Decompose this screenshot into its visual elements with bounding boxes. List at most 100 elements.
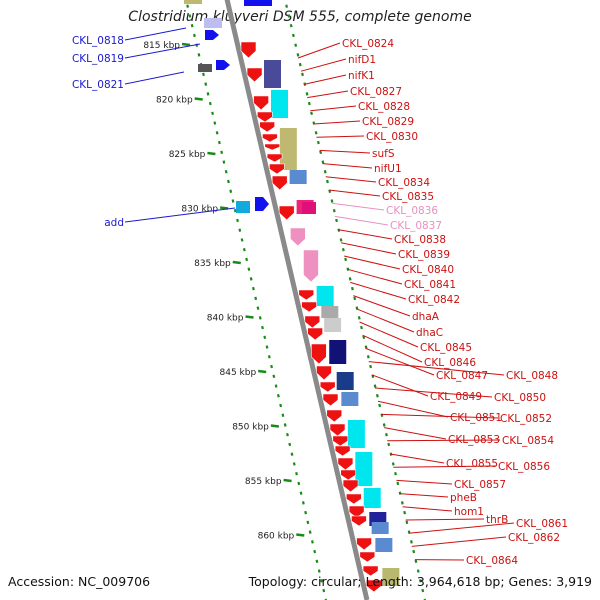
- gene-arrow: [257, 111, 273, 123]
- leader-line: [310, 105, 357, 112]
- backbone-track: [224, 0, 370, 600]
- scale-tick: [181, 42, 191, 47]
- leader-line: [365, 347, 435, 376]
- leader-line: [362, 334, 423, 363]
- gene-label-ckl-0857: CKL_0857: [454, 479, 506, 491]
- gene-label-ckl-0848: CKL_0848: [506, 370, 558, 382]
- leader-line: [325, 176, 377, 183]
- cog-block: [264, 60, 281, 88]
- backbone-line: [224, 0, 370, 600]
- scale-tick: [219, 206, 229, 210]
- leader-line: [297, 42, 341, 59]
- genome-stats-text: Topology: circular; Length: 3,964,618 bp…: [248, 574, 592, 589]
- cog-block: [324, 318, 342, 332]
- gene-label-ckl-0851: CKL_0851: [450, 412, 502, 424]
- gene-block: [244, 0, 272, 6]
- leader-line: [390, 453, 445, 464]
- cog-block: [355, 452, 373, 486]
- leader-line: [408, 522, 515, 534]
- gene-block: [198, 64, 212, 72]
- gene-block: [184, 0, 202, 4]
- scale-tick-label: 860 kbp: [258, 532, 295, 542]
- leader-line: [350, 281, 407, 300]
- leader-line: [304, 74, 347, 85]
- gene-label-ckl-0840: CKL_0840: [402, 264, 454, 276]
- gene-label-ckl-0850: CKL_0850: [494, 392, 546, 404]
- accession-text: Accession: NC_009706: [8, 574, 151, 589]
- leader-line: [393, 465, 497, 468]
- scale-tick-label: 855 kbp: [245, 477, 282, 487]
- leader-line: [344, 255, 401, 270]
- gene-arrow: [340, 469, 357, 481]
- leader-line: [411, 536, 507, 547]
- scale-tick-label: 840 kbp: [207, 314, 244, 324]
- leader-line: [340, 242, 397, 255]
- gene-arrow: [278, 205, 295, 221]
- gene-label-ckl-0834: CKL_0834: [378, 177, 430, 189]
- cog-block: [329, 340, 347, 364]
- gene-label-ckl-0835: CKL_0835: [382, 191, 434, 203]
- gene-arrow: [319, 381, 336, 393]
- leader-line: [316, 135, 365, 138]
- gene-label-ckl-0837: CKL_0837: [390, 220, 442, 232]
- gene-label-ckl-0838: CKL_0838: [394, 234, 446, 246]
- scale-tick: [207, 151, 216, 156]
- gene-arrow: [271, 175, 288, 191]
- leader-line: [347, 268, 403, 285]
- scale-tick: [258, 369, 267, 374]
- scale-tick-label: 820 kbp: [156, 96, 193, 106]
- gene-arrow: [332, 435, 349, 447]
- gene-label-ckl-0861: CKL_0861: [516, 518, 568, 530]
- gene-label-ckl-0821: CKL_0821: [72, 79, 124, 91]
- gene-arrow: [351, 515, 367, 527]
- leader-line: [405, 518, 485, 521]
- gene-block: [204, 18, 222, 28]
- leader-line: [307, 90, 349, 99]
- leader-line: [124, 71, 185, 85]
- gene-arrow: [307, 327, 323, 341]
- gene-arrow: [362, 565, 379, 577]
- cog-block: [279, 128, 297, 170]
- gene-label-thrb: thrB: [486, 514, 508, 526]
- leader-line: [374, 387, 493, 398]
- cog-block: [347, 420, 365, 448]
- scale-tick: [283, 478, 292, 483]
- gene-label-ckl-0841: CKL_0841: [404, 279, 456, 291]
- cog-block: [316, 286, 334, 306]
- gene-arrow: [303, 249, 319, 283]
- gene-arrow: [304, 315, 321, 329]
- leader-line: [381, 413, 499, 419]
- gene-label-ckl-0862: CKL_0862: [508, 532, 560, 544]
- scale-tick-label: 835 kbp: [194, 259, 231, 269]
- gene-label-ckl-0845: CKL_0845: [420, 342, 472, 354]
- leader-line: [399, 493, 449, 498]
- leader-line: [356, 308, 415, 333]
- gene-arrow: [253, 95, 269, 111]
- gene-label-ckl-0818: CKL_0818: [72, 35, 124, 47]
- scale-tick: [270, 424, 280, 428]
- leader-line: [371, 374, 429, 397]
- gene-label-ckl-0824: CKL_0824: [342, 38, 394, 50]
- gene-label-ckl-0827: CKL_0827: [350, 86, 402, 98]
- gc-outer-line: [185, 0, 328, 600]
- gene-arrow: [366, 579, 382, 593]
- gene-arrow: [322, 393, 339, 407]
- gene-arrow: [246, 67, 263, 83]
- gene-label-ckl-0847: CKL_0847: [436, 370, 488, 382]
- gene-arrow: [216, 60, 230, 70]
- gene-arrow: [266, 153, 283, 163]
- leader-line: [313, 120, 361, 125]
- cog-block: [289, 170, 307, 184]
- gene-label-pheb: pheB: [450, 492, 477, 504]
- scale-tick-label: 830 kbp: [181, 205, 218, 215]
- leader-line: [319, 149, 371, 154]
- leader-line: [384, 427, 447, 440]
- cog-block: [336, 372, 354, 390]
- gene-label-ckl-0836: CKL_0836: [386, 205, 438, 217]
- leader-line: [337, 229, 393, 240]
- gene-label-nifu1: nifU1: [374, 163, 402, 175]
- gene-label-ckl-0829: CKL_0829: [362, 116, 414, 128]
- scale-tick: [245, 315, 254, 319]
